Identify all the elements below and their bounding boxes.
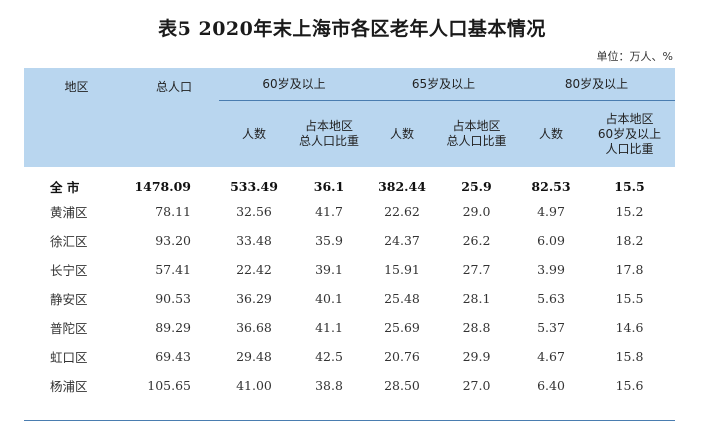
header-share-total-65: 占本地区 总人口比重 bbox=[435, 100, 518, 167]
share-60-cell: 36.1 bbox=[313, 178, 345, 194]
share-80-cell: 15.8 bbox=[615, 349, 644, 364]
share-80-cell: 15.5 bbox=[614, 178, 645, 194]
region-name-cell: 静安区 bbox=[50, 292, 88, 307]
count-65-cell: 20.76 bbox=[384, 349, 420, 364]
table-title: 表5 2020年末上海市各区老年人口基本情况 bbox=[158, 18, 546, 40]
region-name-cell: 杨浦区 bbox=[50, 379, 88, 394]
table-row: 徐汇区 93.20 33.48 35.9 24.37 26.2 6.09 18.2 bbox=[24, 226, 675, 255]
region-name-cell: 虹口区 bbox=[50, 350, 88, 365]
share-60-cell: 41.7 bbox=[315, 204, 343, 219]
share-60-cell: 35.9 bbox=[315, 233, 343, 248]
region-name-cell: 全 市 bbox=[50, 179, 80, 195]
table-row: 长宁区 57.41 22.42 39.1 15.91 27.7 3.99 17.8 bbox=[24, 255, 675, 284]
header-share-60: 占本地区 60岁及以上 人口比重 bbox=[584, 100, 675, 167]
region-name-cell: 徐汇区 bbox=[50, 234, 88, 249]
count-65-cell: 22.62 bbox=[384, 204, 420, 219]
share-65-cell: 26.2 bbox=[462, 233, 491, 248]
header-region: 地区 bbox=[24, 68, 129, 167]
count-80-cell: 4.97 bbox=[537, 204, 565, 219]
total-population-cell: 89.29 bbox=[155, 320, 191, 335]
count-80-cell: 6.40 bbox=[537, 378, 565, 393]
count-65-cell: 382.44 bbox=[378, 178, 426, 194]
count-60-cell: 36.29 bbox=[236, 291, 272, 306]
count-60-cell: 41.00 bbox=[236, 378, 272, 393]
share-65-cell: 27.7 bbox=[462, 262, 491, 277]
count-60-cell: 533.49 bbox=[230, 178, 278, 194]
share-65-cell: 25.9 bbox=[461, 178, 492, 194]
region-name-cell: 普陀区 bbox=[50, 321, 88, 336]
count-80-cell: 5.63 bbox=[537, 291, 565, 306]
header-count-65: 人数 bbox=[369, 100, 435, 167]
count-65-cell: 28.50 bbox=[384, 378, 420, 393]
header-total-population: 总人口 bbox=[129, 68, 219, 167]
total-population-cell: 105.65 bbox=[147, 378, 191, 393]
table-row-total: 全 市 1478.09 533.49 36.1 382.44 25.9 82.53 15.5 bbox=[24, 167, 675, 197]
count-65-cell: 24.37 bbox=[384, 233, 420, 248]
header-group-80: 80岁及以上 bbox=[518, 68, 675, 101]
share-60-cell: 41.1 bbox=[315, 320, 343, 335]
total-population-cell: 57.41 bbox=[155, 262, 191, 277]
share-80-cell: 15.6 bbox=[615, 378, 644, 393]
share-65-cell: 29.9 bbox=[462, 349, 491, 364]
count-65-cell: 25.48 bbox=[384, 291, 420, 306]
population-table: 地区 总人口 60岁及以上 65岁及以上 80岁及以上 人数 占本地区 总人口比… bbox=[24, 68, 675, 400]
table-row: 虹口区 69.43 29.48 42.5 20.76 29.9 4.67 15.8 bbox=[24, 342, 675, 371]
count-65-cell: 15.91 bbox=[384, 262, 420, 277]
count-60-cell: 22.42 bbox=[236, 262, 272, 277]
total-population-cell: 90.53 bbox=[155, 291, 191, 306]
share-60-cell: 40.1 bbox=[315, 291, 343, 306]
count-80-cell: 4.67 bbox=[537, 349, 565, 364]
header-count-60: 人数 bbox=[219, 100, 289, 167]
count-60-cell: 36.68 bbox=[236, 320, 272, 335]
share-80-cell: 17.8 bbox=[615, 262, 644, 277]
share-65-cell: 27.0 bbox=[462, 378, 491, 393]
table-bottom-rule bbox=[24, 420, 675, 421]
count-60-cell: 29.48 bbox=[236, 349, 272, 364]
region-name-cell: 黄浦区 bbox=[50, 205, 88, 220]
count-80-cell: 6.09 bbox=[537, 233, 565, 248]
unit-label: 单位：万人、% bbox=[596, 50, 673, 63]
share-65-cell: 28.1 bbox=[462, 291, 491, 306]
count-80-cell: 5.37 bbox=[537, 320, 565, 335]
share-60-cell: 38.8 bbox=[315, 378, 343, 393]
share-65-cell: 29.0 bbox=[462, 204, 491, 219]
share-60-cell: 39.1 bbox=[315, 262, 343, 277]
count-60-cell: 33.48 bbox=[236, 233, 272, 248]
header-group-60: 60岁及以上 bbox=[219, 68, 369, 101]
count-60-cell: 32.56 bbox=[236, 204, 272, 219]
share-80-cell: 18.2 bbox=[615, 233, 644, 248]
table-row: 普陀区 89.29 36.68 41.1 25.69 28.8 5.37 14.6 bbox=[24, 313, 675, 342]
total-population-cell: 1478.09 bbox=[134, 178, 191, 194]
header-share-total-60: 占本地区 总人口比重 bbox=[289, 100, 369, 167]
total-population-cell: 93.20 bbox=[155, 233, 191, 248]
count-80-cell: 3.99 bbox=[537, 262, 565, 277]
table-row: 杨浦区 105.65 41.00 38.8 28.50 27.0 6.40 15.6 bbox=[24, 371, 675, 400]
table-row: 静安区 90.53 36.29 40.1 25.48 28.1 5.63 15.5 bbox=[24, 284, 675, 313]
count-80-cell: 82.53 bbox=[531, 178, 571, 194]
header-count-80: 人数 bbox=[518, 100, 584, 167]
region-name-cell: 长宁区 bbox=[50, 263, 88, 278]
share-65-cell: 28.8 bbox=[462, 320, 491, 335]
share-80-cell: 14.6 bbox=[615, 320, 644, 335]
share-80-cell: 15.2 bbox=[615, 204, 644, 219]
total-population-cell: 69.43 bbox=[155, 349, 191, 364]
table-body: 全 市 1478.09 533.49 36.1 382.44 25.9 82.53 15.5 黄… bbox=[24, 167, 675, 400]
table-row: 黄浦区 78.11 32.56 41.7 22.62 29.0 4.97 15.2 bbox=[24, 197, 675, 226]
count-65-cell: 25.69 bbox=[384, 320, 420, 335]
total-population-cell: 78.11 bbox=[155, 204, 191, 219]
share-60-cell: 42.5 bbox=[315, 349, 343, 364]
header-group-65: 65岁及以上 bbox=[369, 68, 518, 101]
share-80-cell: 15.5 bbox=[615, 291, 644, 306]
